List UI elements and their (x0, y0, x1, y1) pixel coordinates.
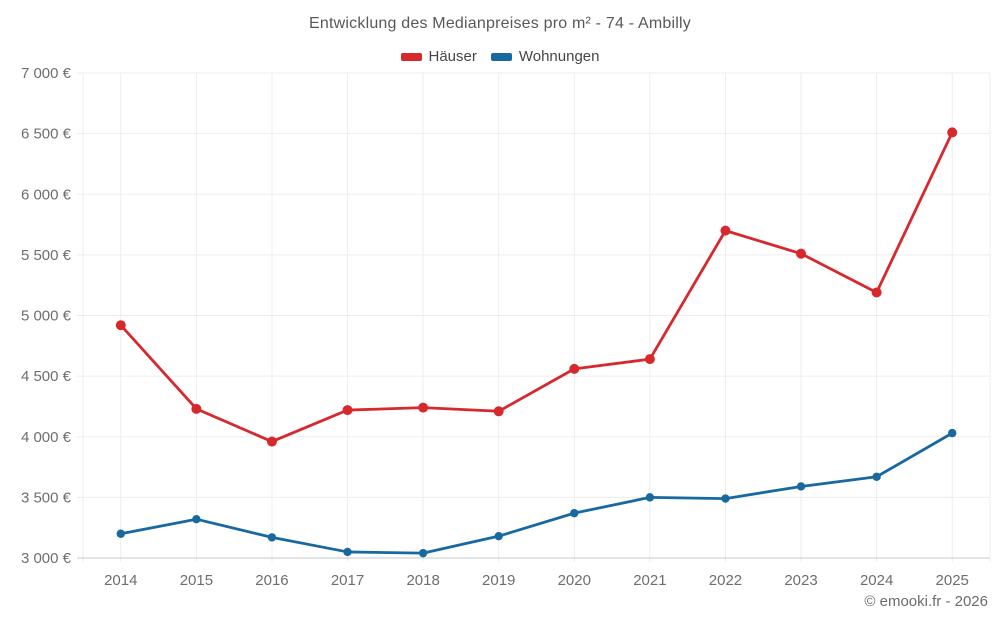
data-point[interactable] (570, 508, 579, 518)
data-point[interactable] (948, 428, 957, 438)
x-tick-label: 2014 (104, 572, 137, 589)
data-point[interactable] (418, 402, 429, 413)
data-point[interactable] (872, 472, 881, 481)
x-tick-label: 2022 (709, 572, 742, 589)
x-tick-label: 2017 (331, 572, 364, 589)
y-tick-label: 5 000 € (21, 308, 72, 325)
x-tick-label: 2019 (482, 572, 515, 589)
data-point[interactable] (796, 248, 807, 259)
legend-label-haeuser: Häuser (428, 48, 477, 65)
y-tick-label: 3 000 € (21, 550, 72, 567)
data-point[interactable] (418, 548, 428, 558)
data-point[interactable] (493, 406, 504, 417)
series-line-wohnungen (119, 431, 954, 555)
y-tick-label: 5 500 € (21, 247, 72, 264)
data-point[interactable] (494, 531, 503, 541)
y-tick-label: 4 000 € (21, 429, 72, 446)
legend-item-wohnungen[interactable]: Wohnungen (490, 48, 600, 65)
x-tick-label: 2025 (936, 572, 969, 589)
data-point[interactable] (796, 482, 806, 491)
data-point[interactable] (192, 515, 201, 524)
data-point[interactable] (947, 127, 958, 138)
y-tick-label: 7 000 € (21, 65, 72, 82)
x-tick-label: 2023 (784, 572, 817, 589)
copyright: © emooki.fr - 2026 (864, 593, 988, 610)
y-tick-label: 3 500 € (21, 489, 72, 506)
y-tick-label: 6 500 € (21, 126, 72, 143)
series-line-haeuser (119, 131, 954, 444)
data-point[interactable] (343, 547, 352, 557)
legend: Häuser Wohnungen (0, 48, 1000, 65)
data-point[interactable] (191, 403, 202, 414)
x-tick-label: 2016 (255, 572, 288, 589)
x-tick-label: 2018 (406, 572, 439, 589)
data-point[interactable] (267, 533, 277, 542)
y-tick-label: 6 000 € (21, 186, 72, 203)
y-tick-label: 4 500 € (21, 368, 72, 385)
data-point[interactable] (116, 529, 125, 538)
data-point[interactable] (720, 225, 731, 236)
chart-title: Entwicklung des Medianpreises pro m² - 7… (309, 15, 691, 32)
data-point[interactable] (266, 436, 277, 447)
x-tick-label: 2020 (558, 572, 591, 589)
legend-swatch-wohnungen-icon (490, 52, 512, 61)
x-tick-label: 2015 (180, 572, 213, 589)
data-point[interactable] (721, 494, 730, 503)
data-point[interactable] (342, 405, 353, 416)
legend-item-haeuser[interactable]: Häuser (400, 48, 477, 65)
legend-label-wohnungen: Wohnungen (518, 48, 600, 65)
data-point[interactable] (871, 287, 882, 298)
data-point[interactable] (115, 320, 126, 331)
x-tick-label: 2021 (633, 572, 666, 589)
x-tick-label: 2024 (860, 572, 893, 589)
data-point[interactable] (569, 363, 580, 374)
data-point[interactable] (645, 493, 655, 502)
legend-swatch-haeuser-icon (400, 52, 422, 61)
data-point[interactable] (644, 354, 655, 365)
